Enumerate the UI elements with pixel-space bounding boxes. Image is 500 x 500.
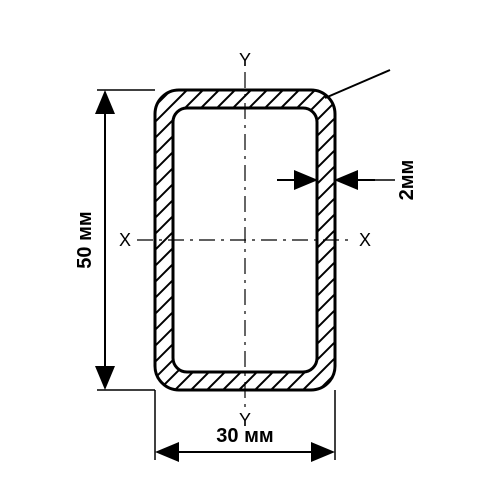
x-axis-label-right: X bbox=[359, 230, 371, 250]
thickness-label: 2мм bbox=[396, 160, 418, 201]
height-label: 50 мм bbox=[74, 211, 96, 268]
seam-leader bbox=[325, 70, 390, 98]
x-axis-label-left: X bbox=[119, 230, 131, 250]
width-dimension: 30 мм bbox=[155, 390, 335, 460]
width-label: 30 мм bbox=[216, 425, 273, 447]
cross-section-diagram: Y Y X X 50 мм 30 мм 2мм bbox=[0, 0, 500, 500]
y-axis-label-top: Y bbox=[239, 50, 251, 70]
